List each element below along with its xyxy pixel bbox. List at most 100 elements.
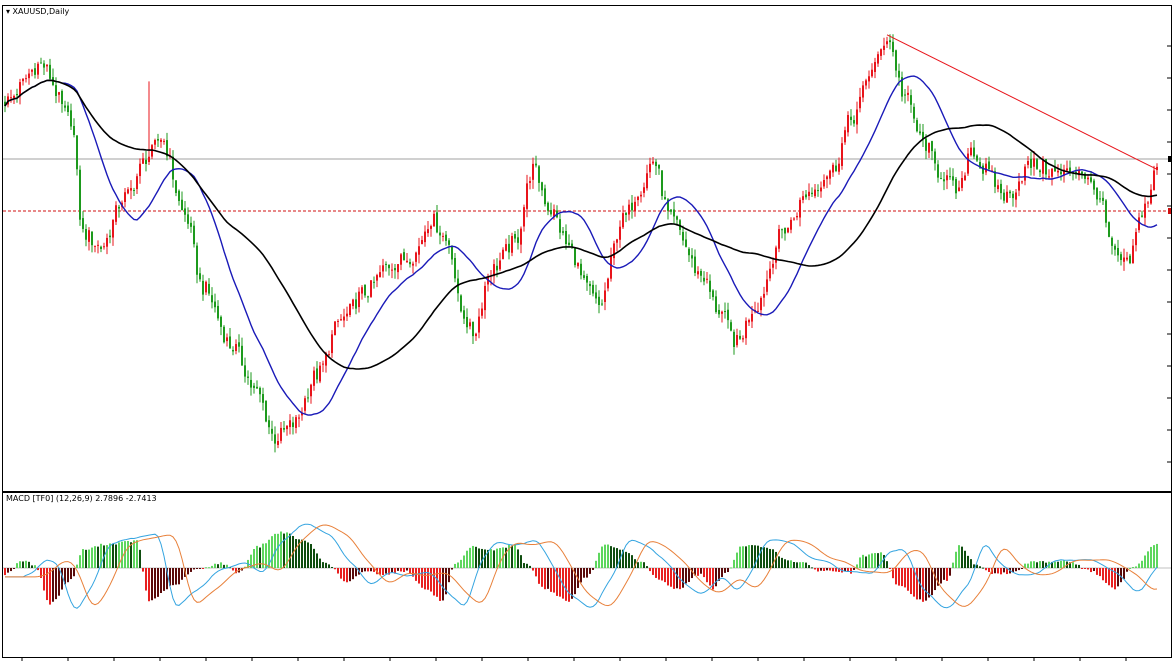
candle-body — [502, 249, 504, 259]
candle-body — [394, 268, 396, 271]
price-chart — [3, 34, 1171, 463]
candle-body — [976, 155, 978, 161]
macd-histogram-bar — [478, 548, 480, 568]
macd-histogram-bar — [25, 560, 27, 568]
candle-body — [985, 163, 987, 173]
candle-body — [295, 417, 297, 428]
macd-histogram-bar — [190, 568, 192, 572]
macd-histogram-bar — [343, 568, 345, 582]
macd-histogram-bar — [853, 568, 855, 570]
macd-histogram-bar — [1036, 562, 1038, 568]
macd-histogram-bar — [340, 568, 342, 579]
macd-histogram-bar — [1090, 568, 1092, 573]
candle-body — [685, 239, 687, 247]
macd-histogram-bar — [979, 566, 981, 568]
macd-histogram-bar — [403, 568, 405, 573]
macd-histogram-bar — [292, 535, 294, 568]
candle-body — [787, 228, 789, 233]
candle-body — [973, 147, 975, 157]
candle-body — [172, 156, 174, 180]
macd-histogram-bar — [547, 568, 549, 589]
macd-histogram-bar — [505, 547, 507, 568]
candle-body — [25, 78, 27, 80]
candle-body — [802, 196, 804, 200]
candle-body — [523, 207, 525, 227]
macd-histogram-bar — [676, 568, 678, 589]
candle-body — [712, 290, 714, 298]
candle-body — [223, 326, 225, 343]
macd-histogram-bar — [280, 531, 282, 568]
macd-histogram-bar — [877, 553, 879, 568]
candle-body — [775, 247, 777, 263]
macd-histogram-bar — [397, 568, 399, 571]
candle-body — [808, 191, 810, 197]
macd-histogram-bar — [274, 533, 276, 568]
candle-body — [442, 235, 444, 237]
candle-body — [1021, 181, 1023, 183]
macd-histogram-bar — [598, 552, 600, 568]
macd-histogram-bar — [136, 540, 138, 568]
macd-histogram-bar — [235, 568, 237, 574]
candle-body — [448, 240, 450, 245]
macd-histogram-bar — [901, 568, 903, 587]
price-chart-pane[interactable]: ▾ XAUUSD,Daily — [2, 5, 1172, 492]
candle-body — [49, 64, 51, 79]
macd-histogram-bar — [232, 568, 234, 571]
candle-body — [271, 428, 273, 434]
macd-histogram-bar — [610, 546, 612, 568]
macd-histogram-bar — [433, 568, 435, 596]
candle-body — [982, 165, 984, 174]
candle-body — [472, 321, 474, 337]
candle-body — [439, 232, 441, 236]
macd-histogram-bar — [703, 568, 705, 578]
candle-body — [607, 278, 609, 289]
candle-body — [853, 120, 855, 124]
macd-histogram-bar — [1030, 561, 1032, 568]
macd-histogram-bar — [154, 568, 156, 599]
macd-histogram-bar — [418, 568, 420, 584]
macd-histogram-bar — [835, 568, 837, 572]
macd-histogram-bar — [769, 548, 771, 568]
macd-histogram-bar — [310, 544, 312, 568]
candle-body — [337, 320, 339, 322]
candle-body — [925, 138, 927, 151]
candle-body — [955, 179, 957, 194]
candle-body — [28, 73, 30, 79]
candle-body — [619, 226, 621, 240]
macd-histogram-bar — [664, 568, 666, 583]
candle-body — [1057, 170, 1059, 173]
candle-body — [748, 320, 750, 323]
macd-histogram-bar — [562, 568, 564, 599]
macd-histogram-bar — [412, 568, 414, 577]
macd-histogram-bar — [490, 549, 492, 568]
macd-histogram-bar — [301, 539, 303, 568]
candle-body — [868, 76, 870, 82]
candle-body — [274, 434, 276, 444]
candle-body — [535, 163, 537, 166]
macd-histogram-bar — [874, 553, 876, 568]
macd-histogram-bar — [259, 547, 261, 568]
candle-body — [319, 365, 321, 382]
macd-histogram-bar — [193, 568, 195, 570]
candle-body — [415, 252, 417, 262]
candle-body — [214, 301, 216, 308]
candle-body — [178, 190, 180, 201]
macd-histogram-bar — [583, 568, 585, 578]
candle-body — [424, 231, 426, 243]
candle-body — [871, 69, 873, 77]
macd-histogram-bar — [421, 568, 423, 588]
macd-histogram-bar — [883, 554, 885, 568]
candle-body — [136, 176, 138, 190]
macd-pane[interactable]: MACD [TF0] (12,26,9) 2.7896 -2.7413 — [2, 492, 1172, 658]
candle-body — [265, 400, 267, 422]
candle-body — [583, 275, 585, 278]
candle-body — [913, 106, 915, 119]
macd-histogram-bar — [685, 568, 687, 584]
candle-body — [403, 252, 405, 261]
macd-histogram-bar — [1054, 561, 1056, 568]
candle-body — [889, 40, 891, 43]
signal-line — [5, 524, 1158, 607]
macd-histogram-bar — [760, 547, 762, 568]
macd-histogram-bar — [1057, 561, 1059, 568]
macd-histogram-bar — [637, 562, 639, 568]
